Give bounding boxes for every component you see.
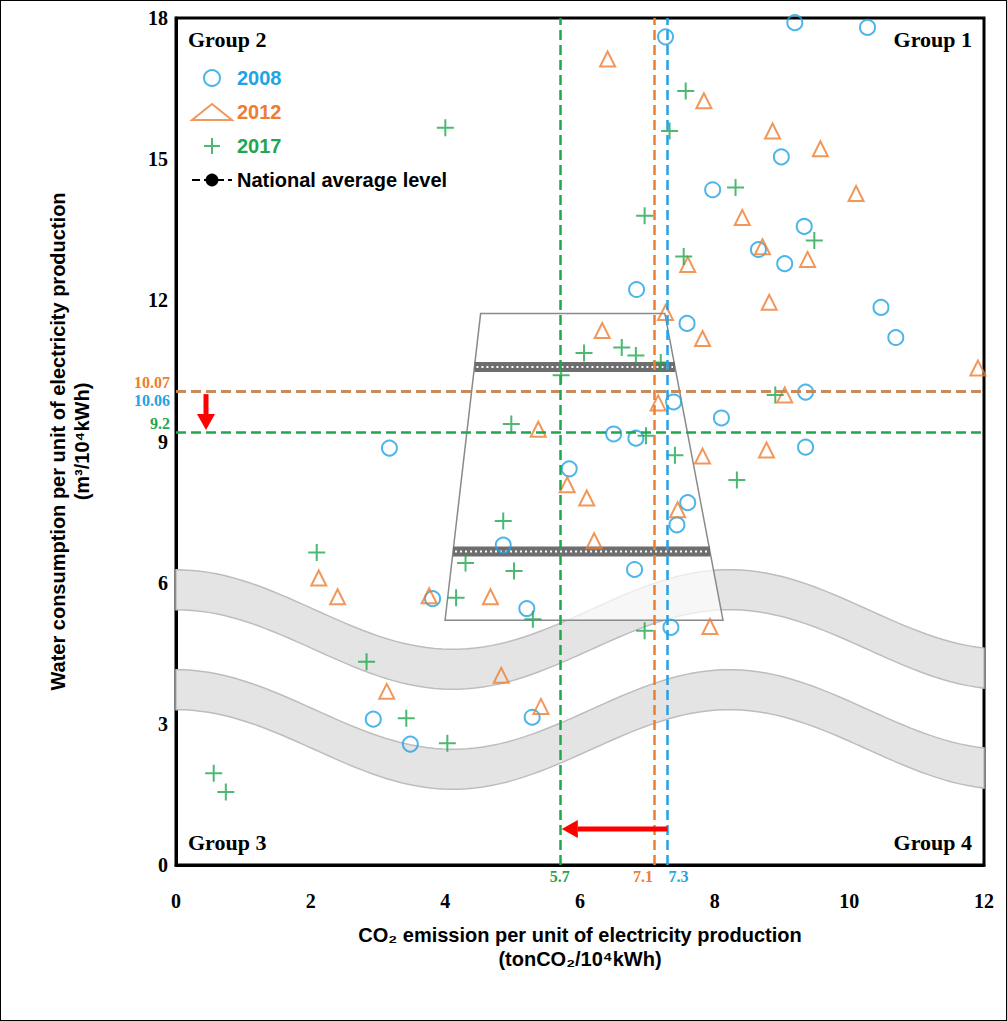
svg-text:2012: 2012 (237, 101, 282, 123)
svg-text:9.2: 9.2 (150, 415, 170, 432)
svg-text:10.06: 10.06 (134, 392, 170, 409)
svg-text:0: 0 (171, 890, 181, 912)
svg-text:CO₂ emission per unit of elect: CO₂ emission per unit of electricity pro… (358, 924, 801, 946)
svg-text:Water consumption per unit of: Water consumption per unit of electricit… (47, 192, 69, 690)
svg-text:18: 18 (148, 7, 168, 29)
svg-text:2: 2 (306, 890, 316, 912)
svg-text:(m³/10⁴kWh): (m³/10⁴kWh) (71, 383, 93, 501)
svg-text:2017: 2017 (237, 135, 282, 157)
svg-text:0: 0 (158, 854, 168, 876)
svg-text:6: 6 (158, 572, 168, 594)
svg-text:National average level: National average level (237, 169, 447, 191)
svg-text:9: 9 (158, 431, 168, 453)
svg-text:2008: 2008 (237, 67, 282, 89)
svg-text:7.1: 7.1 (633, 868, 653, 885)
svg-text:6: 6 (575, 890, 585, 912)
svg-text:10: 10 (839, 890, 859, 912)
svg-text:(tonCO₂/10⁴kWh): (tonCO₂/10⁴kWh) (498, 948, 661, 970)
svg-text:Group 4: Group 4 (894, 830, 972, 855)
svg-text:7.3: 7.3 (669, 868, 689, 885)
svg-text:15: 15 (148, 148, 168, 170)
svg-text:5.7: 5.7 (550, 868, 570, 885)
svg-text:3: 3 (158, 713, 168, 735)
svg-text:10.07: 10.07 (134, 374, 170, 391)
svg-text:4: 4 (440, 890, 450, 912)
svg-text:Group 1: Group 1 (894, 27, 972, 52)
svg-text:12: 12 (974, 890, 994, 912)
svg-text:Group 2: Group 2 (188, 27, 266, 52)
svg-text:12: 12 (148, 289, 168, 311)
svg-text:Group 3: Group 3 (188, 830, 266, 855)
svg-text:8: 8 (710, 890, 720, 912)
